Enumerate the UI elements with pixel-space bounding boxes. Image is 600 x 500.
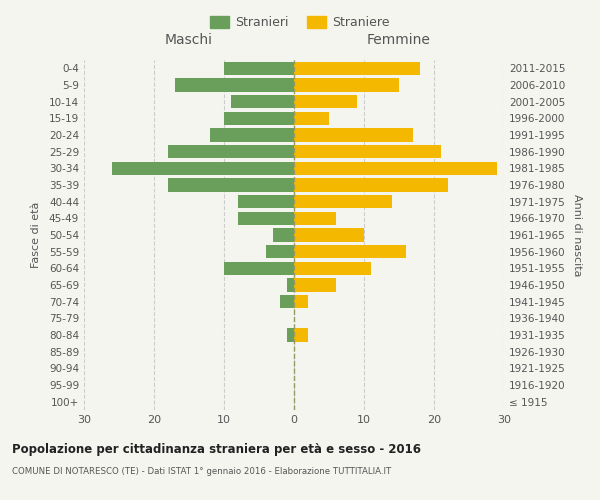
Bar [168, 145, 294, 158]
Bar [238, 212, 294, 225]
Bar [168, 178, 294, 192]
Bar [287, 328, 294, 342]
Text: Femmine: Femmine [367, 32, 431, 46]
Bar [273, 228, 294, 241]
Bar [294, 328, 308, 342]
Bar [294, 162, 497, 175]
Bar [266, 245, 294, 258]
Bar [280, 295, 294, 308]
Bar [224, 62, 294, 75]
Text: Maschi: Maschi [165, 32, 213, 46]
Bar [294, 62, 420, 75]
Text: Popolazione per cittadinanza straniera per età e sesso - 2016: Popolazione per cittadinanza straniera p… [12, 442, 421, 456]
Bar [224, 262, 294, 275]
Bar [224, 112, 294, 125]
Bar [294, 78, 399, 92]
Legend: Stranieri, Straniere: Stranieri, Straniere [205, 11, 395, 34]
Y-axis label: Anni di nascita: Anni di nascita [572, 194, 582, 276]
Bar [294, 178, 448, 192]
Bar [294, 145, 441, 158]
Bar [294, 212, 336, 225]
Bar [112, 162, 294, 175]
Bar [294, 112, 329, 125]
Bar [294, 245, 406, 258]
Y-axis label: Fasce di età: Fasce di età [31, 202, 41, 268]
Bar [175, 78, 294, 92]
Bar [294, 228, 364, 241]
Bar [294, 95, 357, 108]
Bar [231, 95, 294, 108]
Bar [294, 295, 308, 308]
Bar [210, 128, 294, 141]
Bar [294, 278, 336, 291]
Bar [294, 262, 371, 275]
Bar [287, 278, 294, 291]
Bar [238, 195, 294, 208]
Bar [294, 195, 392, 208]
Bar [294, 128, 413, 141]
Text: COMUNE DI NOTARESCO (TE) - Dati ISTAT 1° gennaio 2016 - Elaborazione TUTTITALIA.: COMUNE DI NOTARESCO (TE) - Dati ISTAT 1°… [12, 468, 391, 476]
